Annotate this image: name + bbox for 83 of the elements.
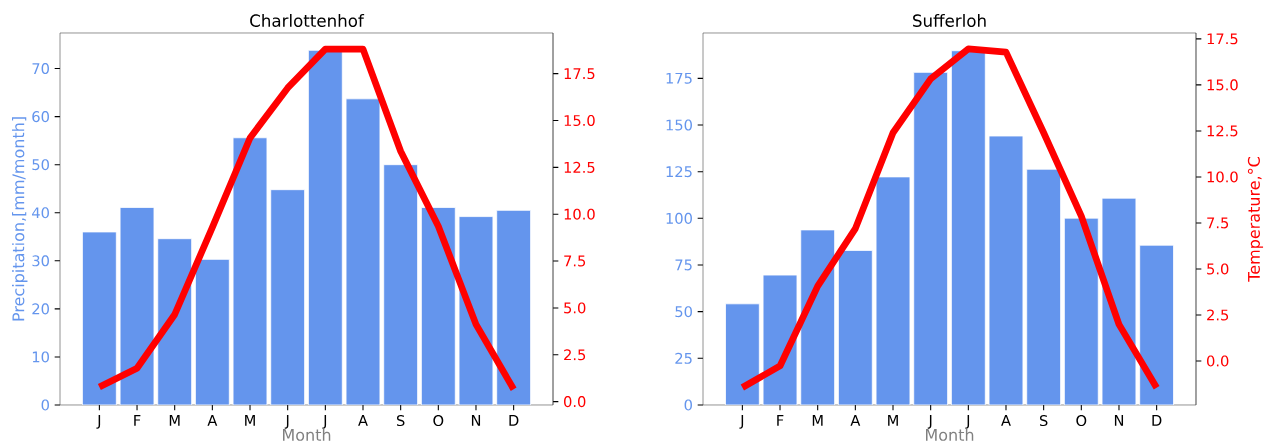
- y2-tick-label: 0.0: [564, 396, 586, 408]
- bar: [725, 303, 760, 405]
- x-tick-label: S: [396, 415, 405, 427]
- y-tick-label: 150: [666, 119, 692, 131]
- x-tick-label: A: [1001, 415, 1011, 426]
- bar: [838, 250, 873, 405]
- x-tick-label: N: [1114, 415, 1124, 426]
- x-tick-label: M: [812, 415, 823, 426]
- y2-tick-label: 12.5: [564, 161, 595, 173]
- x-tick-label: M: [888, 415, 898, 426]
- bar: [876, 176, 910, 405]
- x-tick-label: J: [96, 415, 101, 429]
- y2-tick-label: 17.5: [1207, 33, 1238, 45]
- y2-tick-label: 15.0: [564, 114, 595, 127]
- y-tick-label: 30: [32, 255, 49, 267]
- y2-tick-label: 5.0: [564, 302, 586, 314]
- chart-title: Sufferloh: [913, 14, 986, 27]
- x-tick-label: O: [433, 415, 444, 427]
- y-tick-label: 25: [675, 352, 692, 364]
- bar: [383, 164, 419, 405]
- x-tick-label: F: [777, 415, 784, 426]
- bar: [496, 209, 531, 405]
- y2-tick-label: 2.5: [1207, 309, 1229, 321]
- bar: [270, 189, 306, 405]
- y-tick-label: 50: [32, 159, 49, 171]
- y-tick-label: 60: [32, 111, 49, 123]
- y2-tick-label: 10.0: [1207, 171, 1238, 183]
- y2-tick-label: 12.5: [1207, 125, 1238, 137]
- y-tick-label: 125: [666, 166, 692, 178]
- bar: [119, 207, 155, 405]
- y-tick-label: 175: [666, 72, 692, 84]
- y2-tick-label: 7.5: [564, 255, 586, 267]
- x-tick-label: O: [1076, 415, 1087, 427]
- y2-tick-label: 17.5: [564, 68, 595, 80]
- x-tick-label: J: [739, 415, 744, 429]
- y-tick-label: 0: [684, 399, 692, 411]
- bar: [1064, 218, 1099, 405]
- y-tick-label: 0: [41, 399, 49, 411]
- bar: [1026, 169, 1061, 405]
- x-tick-label: J: [927, 415, 932, 429]
- y2-tick-label: 5.0: [1207, 263, 1229, 275]
- y2-axis-title: Temperature,°C: [1247, 157, 1264, 282]
- bar: [458, 216, 494, 405]
- bar: [157, 238, 193, 405]
- y2-tick-label: 10.0: [564, 208, 595, 220]
- y-tick-label: 10: [32, 351, 49, 363]
- x-tick-label: M: [169, 415, 180, 426]
- bar: [345, 98, 381, 405]
- y-tick-label: 40: [32, 207, 49, 219]
- y2-tick-label: 7.5: [1207, 217, 1229, 229]
- x-tick-label: D: [509, 415, 519, 426]
- bar: [232, 137, 268, 405]
- y-axis-title: Precipitation,[mm/month]: [12, 117, 28, 321]
- bar: [951, 50, 986, 405]
- x-tick-label: M: [245, 415, 255, 426]
- x-tick-label: J: [965, 415, 970, 429]
- bar: [195, 258, 230, 405]
- y-tick-label: 50: [675, 306, 692, 318]
- x-tick-label: J: [284, 415, 289, 429]
- x-tick-label: D: [1152, 415, 1162, 426]
- x-tick-label: F: [134, 415, 141, 426]
- x-tick-label: N: [471, 415, 481, 426]
- y2-tick-label: 15.0: [1207, 79, 1238, 91]
- x-tick-label: S: [1039, 415, 1048, 427]
- bar: [913, 72, 948, 405]
- x-tick-label: A: [850, 415, 861, 426]
- x-tick-label: A: [207, 415, 218, 426]
- x-axis-title: Month: [283, 428, 331, 441]
- bar: [307, 49, 343, 405]
- y-tick-label: 100: [666, 212, 692, 224]
- bar: [989, 136, 1023, 405]
- bar: [1139, 244, 1174, 405]
- x-axis-title: Month: [926, 428, 974, 441]
- y2-tick-label: 2.5: [564, 349, 586, 361]
- bar: [82, 231, 117, 405]
- x-tick-label: J: [322, 415, 327, 429]
- chart-title: Charlottenhof: [250, 14, 365, 27]
- y-tick-label: 75: [675, 259, 692, 271]
- y-tick-label: 20: [32, 303, 49, 315]
- y2-tick-label: 0.0: [1207, 355, 1229, 367]
- y-tick-label: 70: [32, 63, 49, 75]
- x-tick-label: A: [358, 415, 368, 426]
- bar: [420, 207, 456, 405]
